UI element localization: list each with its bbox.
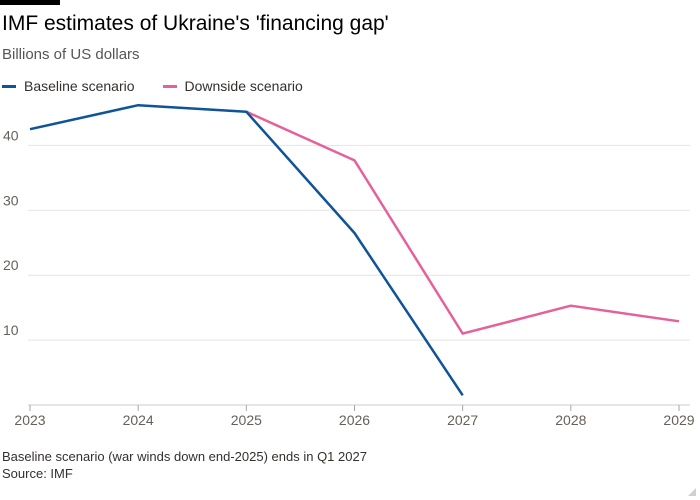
x-tick-label: 2023	[14, 412, 45, 428]
brand-bar	[0, 0, 60, 5]
legend: Baseline scenario Downside scenario	[2, 78, 331, 94]
chart-title: IMF estimates of Ukraine's 'financing ga…	[2, 12, 389, 35]
y-tick-label: 20	[3, 257, 19, 273]
series-lines	[29, 103, 680, 396]
x-tick-label: 2029	[663, 412, 694, 428]
series-line-baseline	[29, 103, 464, 396]
legend-label-downside: Downside scenario	[184, 78, 303, 94]
legend-label-baseline: Baseline scenario	[24, 78, 135, 94]
x-tick-label: 2025	[231, 412, 262, 428]
legend-swatch-baseline	[2, 84, 16, 88]
x-tick-label: 2028	[555, 412, 586, 428]
x-tick-label: 2026	[339, 412, 370, 428]
y-tick-label: 40	[3, 127, 19, 143]
x-axis-ticks: 2023 2024 2025 2026 2027 2028 2029	[14, 405, 695, 428]
x-tick-label: 2027	[447, 412, 478, 428]
y-axis-ticks: 10 20 30 40	[3, 127, 19, 338]
y-tick-label: 30	[3, 192, 19, 208]
grid	[28, 144, 690, 406]
chart-source: Source: IMF	[2, 466, 73, 481]
legend-swatch-downside	[162, 84, 177, 88]
x-tick-label: 2024	[123, 412, 154, 428]
resize-corner-icon	[688, 488, 696, 496]
chart-subtitle: Billions of US dollars	[2, 46, 140, 63]
legend-item-baseline: Baseline scenario	[2, 78, 135, 94]
series-line-downside	[245, 110, 680, 335]
chart-note: Baseline scenario (war winds down end-20…	[2, 449, 367, 464]
legend-item-downside: Downside scenario	[162, 78, 303, 94]
y-tick-label: 10	[3, 322, 19, 338]
